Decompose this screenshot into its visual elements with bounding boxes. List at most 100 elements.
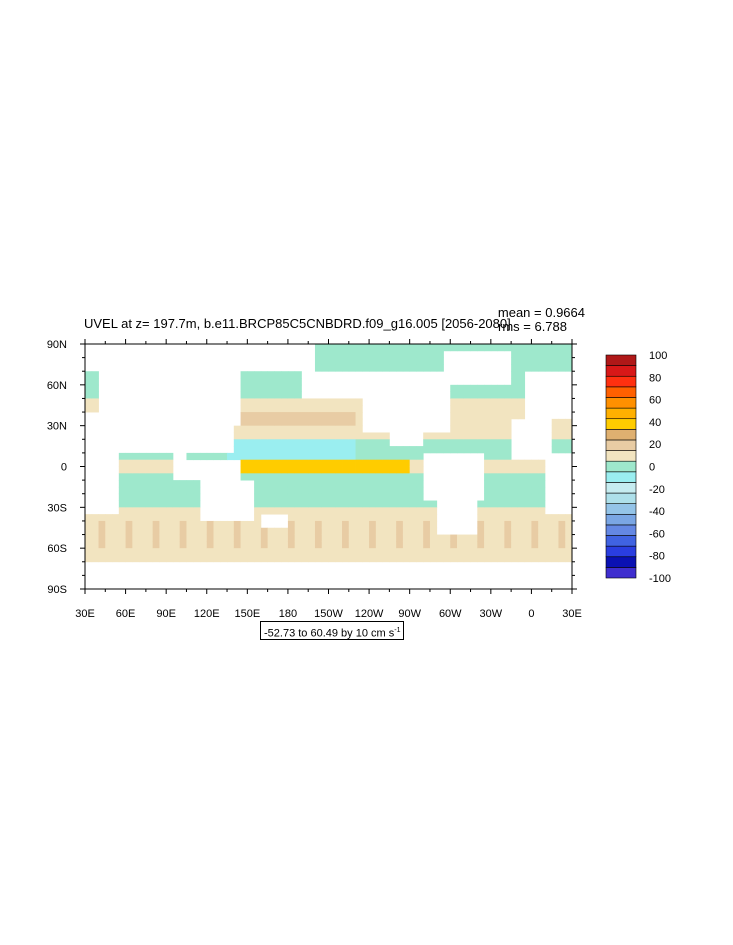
field-cell bbox=[166, 507, 174, 515]
field-cell bbox=[281, 493, 289, 501]
field-cell bbox=[281, 439, 289, 447]
field-cell bbox=[281, 466, 289, 474]
field-cell bbox=[132, 554, 140, 563]
field-cell bbox=[450, 405, 458, 413]
field-cell bbox=[375, 344, 384, 352]
field-cell bbox=[396, 452, 404, 461]
field-cell bbox=[517, 364, 526, 372]
field-cell bbox=[423, 527, 431, 535]
field-cell bbox=[314, 534, 323, 542]
field-cell bbox=[274, 473, 282, 481]
field-cell bbox=[355, 466, 363, 474]
field-cell bbox=[294, 398, 302, 406]
field-cell bbox=[145, 486, 154, 495]
field-cell bbox=[416, 500, 424, 508]
field-cell bbox=[504, 446, 512, 454]
field-cell bbox=[355, 405, 363, 413]
field-cell bbox=[450, 344, 458, 352]
field-cell bbox=[565, 364, 573, 372]
field-cell bbox=[457, 384, 465, 393]
field-cell bbox=[274, 534, 282, 542]
field-cell bbox=[369, 541, 377, 549]
field-cell bbox=[463, 432, 471, 440]
field-cell bbox=[91, 534, 99, 542]
field-cell bbox=[294, 405, 302, 413]
field-cell bbox=[227, 527, 235, 535]
field-cell bbox=[463, 548, 471, 556]
field-cell bbox=[355, 548, 363, 556]
field-cell bbox=[551, 425, 559, 433]
field-cell bbox=[267, 534, 275, 542]
field-cell bbox=[484, 398, 492, 406]
field-cell bbox=[375, 439, 384, 447]
field-cell bbox=[294, 425, 302, 433]
field-cell bbox=[402, 480, 411, 488]
field-cell bbox=[159, 541, 167, 549]
field-cell bbox=[314, 405, 323, 413]
field-cell bbox=[565, 446, 573, 454]
field-cell bbox=[233, 541, 241, 549]
x-tick-label: 30E bbox=[562, 608, 582, 620]
field-cell bbox=[558, 514, 566, 522]
field-cell bbox=[497, 452, 505, 461]
field-cell bbox=[112, 527, 120, 535]
field-cell bbox=[551, 514, 559, 522]
field-cell bbox=[416, 459, 424, 467]
field-cell bbox=[314, 418, 323, 427]
field-cell bbox=[301, 425, 309, 433]
field-cell bbox=[247, 432, 255, 440]
field-cell bbox=[314, 548, 323, 556]
field-cell bbox=[240, 446, 248, 454]
field-cell bbox=[517, 459, 526, 467]
colorbar-swatch bbox=[605, 365, 637, 377]
colorbar-label: -80 bbox=[649, 551, 665, 563]
field-cell bbox=[294, 554, 302, 563]
field-cell bbox=[159, 527, 167, 535]
field-cell bbox=[565, 541, 573, 549]
field-cell bbox=[524, 344, 532, 352]
field-cell bbox=[98, 514, 106, 522]
field-cell bbox=[240, 432, 248, 440]
field-cell bbox=[193, 500, 201, 508]
field-cell bbox=[517, 384, 526, 393]
field-cell bbox=[558, 527, 566, 535]
field-cell bbox=[206, 541, 214, 549]
field-cell bbox=[342, 534, 350, 542]
field-cell bbox=[436, 344, 444, 352]
field-cell bbox=[321, 364, 329, 372]
field-cell bbox=[544, 541, 553, 549]
field-cell bbox=[463, 446, 471, 454]
field-cell bbox=[565, 439, 573, 447]
field-cell bbox=[463, 418, 471, 427]
field-cell bbox=[274, 554, 282, 563]
field-cell bbox=[382, 507, 390, 515]
field-cell bbox=[85, 554, 93, 563]
field-cell bbox=[281, 412, 289, 420]
field-cell bbox=[531, 486, 539, 495]
field-cell bbox=[342, 405, 350, 413]
field-cell bbox=[132, 541, 140, 549]
field-cell bbox=[531, 473, 539, 481]
field-cell bbox=[362, 480, 370, 488]
field-cell bbox=[396, 459, 404, 467]
field-cell bbox=[287, 527, 296, 535]
field-cell bbox=[274, 466, 282, 474]
field-cell bbox=[328, 439, 336, 447]
field-cell bbox=[287, 446, 296, 454]
field-cell bbox=[274, 527, 282, 535]
field-cell bbox=[436, 446, 444, 454]
field-cell bbox=[470, 412, 478, 420]
field-cell bbox=[490, 446, 498, 454]
field-cell bbox=[132, 527, 140, 535]
field-cell bbox=[531, 344, 539, 352]
field-cell bbox=[470, 391, 478, 399]
field-cell bbox=[267, 500, 275, 508]
field-cell bbox=[308, 473, 316, 481]
field-cell bbox=[166, 541, 174, 549]
field-cell bbox=[382, 493, 390, 501]
field-cell bbox=[328, 520, 336, 529]
field-cell bbox=[254, 507, 262, 515]
field-cell bbox=[375, 452, 384, 461]
field-cell bbox=[267, 466, 275, 474]
field-cell bbox=[233, 554, 241, 563]
